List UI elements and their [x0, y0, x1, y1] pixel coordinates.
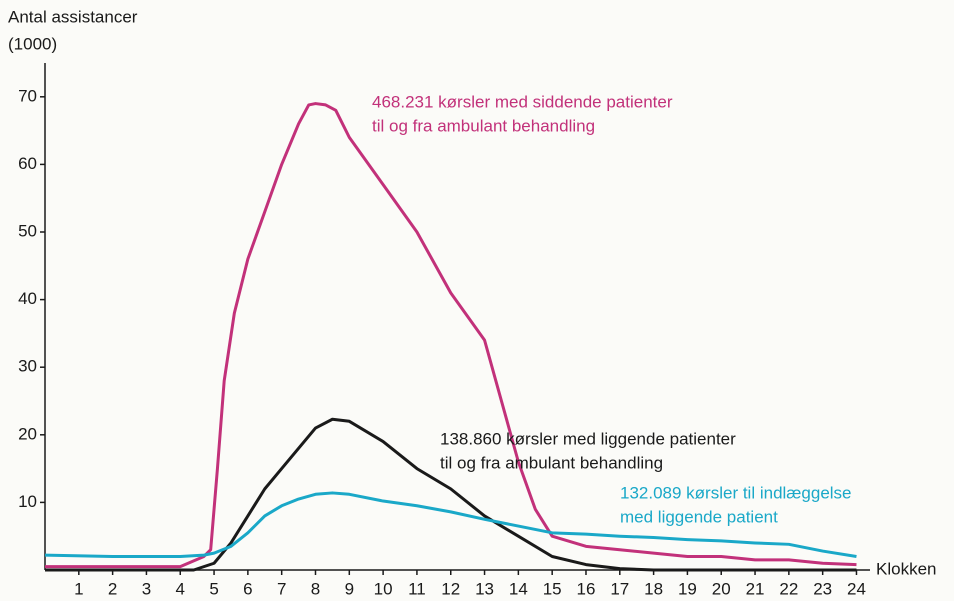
y-tick-label: 30	[18, 357, 37, 376]
y-tick-label: 60	[18, 154, 37, 173]
x-tick-label: 11	[408, 579, 426, 598]
x-tick-label: 16	[577, 579, 596, 598]
x-tick-label: 1	[74, 579, 83, 598]
annotation: 138.860 kørsler med liggende patienter	[440, 429, 736, 448]
x-tick-label: 14	[509, 579, 528, 598]
x-tick-label: 15	[543, 579, 562, 598]
y-axis-label: Antal assistancer	[8, 7, 138, 26]
y-tick-label: 50	[18, 221, 37, 240]
y-axis-label: (1000)	[8, 34, 57, 53]
x-tick-label: 4	[176, 579, 185, 598]
x-axis-label: Klokken	[876, 559, 936, 578]
annotation: 468.231 kørsler med siddende patienter	[372, 92, 673, 111]
x-tick-label: 24	[847, 579, 866, 598]
x-tick-label: 10	[374, 579, 393, 598]
x-tick-label: 12	[441, 579, 460, 598]
series-line	[44, 491, 857, 558]
x-tick-label: 5	[209, 579, 218, 598]
y-tick-label: 10	[18, 492, 37, 511]
x-tick-label: 23	[813, 579, 832, 598]
x-tick-label: 8	[311, 579, 320, 598]
x-tick-label: 13	[475, 579, 494, 598]
x-tick-label: 18	[644, 579, 663, 598]
x-tick-label: 3	[142, 579, 151, 598]
x-tick-label: 21	[746, 579, 765, 598]
series-line	[45, 102, 857, 569]
x-tick-label: 19	[678, 579, 697, 598]
annotation: 132.089 kørsler til indlæggelse	[620, 483, 852, 502]
x-tick-label: 7	[277, 579, 286, 598]
x-tick-label: 2	[108, 579, 117, 598]
series-line	[45, 417, 857, 572]
annotation: til og fra ambulant behandling	[440, 453, 663, 472]
x-tick-label: 17	[610, 579, 629, 598]
y-tick-label: 70	[18, 86, 37, 105]
x-tick-label: 20	[712, 579, 731, 598]
y-tick-label: 40	[18, 289, 37, 308]
x-tick-label: 9	[345, 579, 354, 598]
annotation: med liggende patient	[620, 507, 778, 526]
x-tick-label: 22	[779, 579, 798, 598]
y-tick-label: 20	[18, 424, 37, 443]
annotation: til og fra ambulant behandling	[372, 116, 595, 135]
x-tick-label: 6	[243, 579, 252, 598]
